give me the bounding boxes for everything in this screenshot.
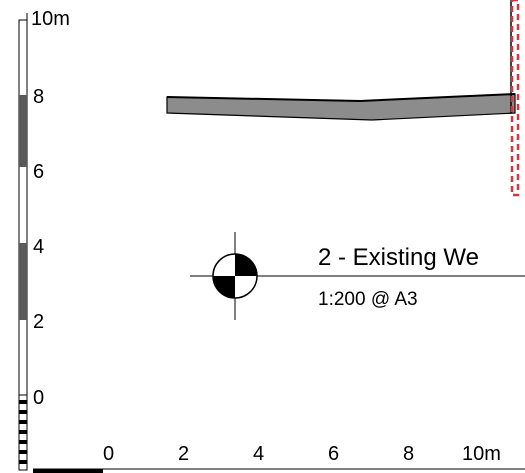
vertical-scale-tick-label: 4 [33, 236, 44, 258]
vertical-scale-bar: 10m 8 6 4 2 0 [18, 8, 70, 471]
scale-segment-dark [19, 410, 27, 414]
vertical-scale-tick-label: 8 [33, 86, 44, 108]
dashed-boundary [510, 0, 520, 197]
marker-quadrant [235, 254, 257, 276]
vertical-scale-tick-label: 6 [33, 161, 44, 183]
view-marker[interactable] [190, 232, 525, 320]
roof-section [166, 0, 516, 121]
vertical-scale-tick-label: 0 [33, 387, 44, 409]
horizontal-scale-tick-label: 4 [253, 443, 264, 465]
horizontal-scale-tick-label: 2 [178, 443, 189, 465]
view-scale-note: 1:200 @ A3 [318, 289, 418, 310]
scale-segment-dark [19, 440, 27, 444]
scale-segment-dark [19, 460, 27, 464]
scale-segment-dark [33, 469, 103, 473]
vertical-scale-top-label: 10m [31, 8, 70, 30]
horizontal-scale-bar: 0 2 4 6 8 10m [33, 443, 525, 473]
view-title[interactable]: 2 - Existing We [318, 244, 479, 271]
scale-segment-dark [19, 243, 27, 320]
horizontal-scale-tick-label: 8 [403, 443, 414, 465]
marker-quadrant [213, 276, 235, 298]
section-cut-line [510, 0, 520, 197]
horizontal-scale-tick-label: 6 [328, 443, 339, 465]
scale-segment-dark [19, 430, 27, 434]
horizontal-scale-tick-label: 10m [462, 443, 501, 465]
horizontal-scale-tick-label: 0 [103, 443, 114, 465]
scale-segment-dark [19, 95, 27, 167]
scale-segment-dark [19, 450, 27, 454]
scale-segment-dark [19, 420, 27, 424]
vertical-scale-tick-label: 2 [33, 311, 44, 333]
scale-segment-dark [19, 400, 27, 404]
